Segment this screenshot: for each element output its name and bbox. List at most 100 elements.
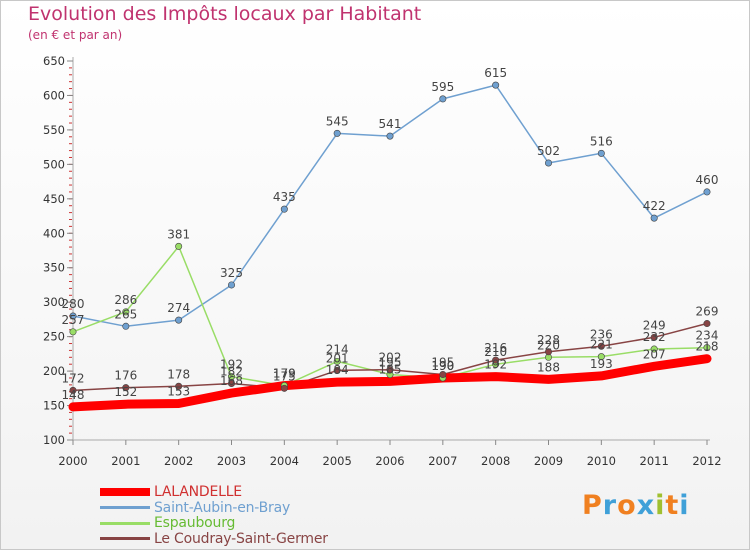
- data-label: 286: [114, 293, 137, 307]
- data-point: [175, 316, 183, 324]
- y-tick-label: 650: [43, 54, 65, 68]
- data-label: 179: [273, 367, 296, 381]
- data-label: 220: [537, 338, 560, 352]
- x-tick-label: 2007: [428, 454, 457, 468]
- legend-label: LALANDELLE: [154, 484, 242, 500]
- x-tick-label: 2003: [217, 454, 246, 468]
- legend-label: Espaubourg: [154, 515, 236, 531]
- y-tick-label: 450: [43, 192, 65, 206]
- data-label: 325: [220, 266, 243, 280]
- y-tick-label: 200: [43, 364, 65, 378]
- data-point: [703, 188, 711, 196]
- x-tick-label: 2000: [58, 454, 87, 468]
- data-label: 216: [484, 341, 507, 355]
- data-label: 234: [696, 329, 719, 343]
- data-point: [386, 366, 394, 374]
- data-point: [69, 386, 77, 394]
- data-label: 148: [62, 388, 85, 402]
- series-points: [69, 81, 711, 394]
- data-label: 168: [220, 374, 243, 388]
- data-point: [280, 205, 288, 213]
- data-label: 218: [696, 340, 719, 354]
- data-point: [544, 159, 552, 167]
- data-label: 175: [273, 369, 296, 383]
- data-label: 269: [696, 305, 719, 319]
- data-label: 221: [590, 338, 613, 352]
- y-tick-label: 100: [43, 433, 65, 447]
- logo-letter: t: [665, 490, 680, 521]
- data-point: [439, 371, 447, 379]
- data-point: [703, 344, 711, 352]
- axes: 100 150 200 250 300 350 400 450 500 550 600 650 2000…: [43, 54, 722, 468]
- data-labels: 280 265 274 325 435 545 541 595 615 502 516 422 460 2…: [62, 66, 719, 402]
- data-label: 210: [484, 345, 507, 359]
- legend-label: Le Coudray-Saint-Germer: [154, 530, 328, 547]
- legend-swatch: [100, 488, 150, 496]
- data-label: 257: [62, 313, 85, 327]
- data-label: 381: [167, 227, 190, 241]
- x-tick-label: 2009: [534, 454, 563, 468]
- y-tick-label: 400: [43, 226, 65, 240]
- legend-item: Le Coudray-Saint-Germer: [100, 531, 328, 547]
- data-point: [597, 342, 605, 350]
- data-label: 615: [484, 66, 507, 80]
- data-label: 265: [114, 307, 137, 321]
- data-label: 516: [590, 134, 613, 148]
- data-label: 172: [62, 371, 85, 385]
- x-tick-label: 2006: [375, 454, 404, 468]
- data-label: 545: [326, 114, 349, 128]
- data-label: 214: [326, 342, 349, 356]
- data-point: [122, 384, 130, 392]
- chart-title: Evolution des Impôts locaux par Habitant: [28, 3, 422, 25]
- data-point: [280, 384, 288, 392]
- x-tick-label: 2012: [692, 454, 721, 468]
- data-label: 236: [590, 327, 613, 341]
- y-tick-label: 600: [43, 88, 65, 102]
- data-point: [333, 357, 341, 365]
- data-label: 595: [431, 80, 454, 94]
- data-label: 422: [643, 199, 666, 213]
- data-label: 192: [484, 358, 507, 372]
- data-label: 176: [114, 369, 137, 383]
- x-tick-label: 2008: [481, 454, 510, 468]
- data-point: [650, 214, 658, 222]
- data-label: 182: [220, 364, 243, 378]
- data-label: 435: [273, 190, 296, 204]
- data-point: [175, 242, 183, 250]
- data-point: [386, 132, 394, 140]
- data-label: 188: [537, 360, 560, 374]
- proxiti-logo: Proxiti: [582, 490, 690, 521]
- legend-swatch: [100, 537, 150, 540]
- data-point: [597, 149, 605, 157]
- series-line-0: [68, 354, 712, 412]
- data-point: [122, 322, 130, 330]
- y-tick-label: 350: [43, 261, 65, 275]
- data-label: 178: [167, 367, 190, 381]
- data-label: 207: [643, 347, 666, 361]
- data-point: [69, 312, 77, 320]
- y-tick-label: 300: [43, 295, 65, 309]
- y-tick-label: 150: [43, 399, 65, 413]
- data-label: 274: [167, 301, 190, 315]
- logo-letter: i: [679, 490, 690, 521]
- data-label: 184: [326, 363, 349, 377]
- data-point: [228, 281, 236, 289]
- x-tick-label: 2011: [640, 454, 669, 468]
- data-label: 195: [379, 356, 402, 370]
- data-point: [650, 345, 658, 353]
- logo-letter: x: [636, 490, 656, 521]
- x-tick-label: 2010: [587, 454, 616, 468]
- legend-swatch: [100, 506, 150, 509]
- x-tick-label: 2001: [111, 454, 140, 468]
- logo-letter: i: [655, 490, 666, 521]
- logo-letter: P: [582, 490, 603, 521]
- y-tick-label: 550: [43, 123, 65, 137]
- chart-subtitle: (en € et par an): [28, 28, 123, 42]
- data-label: 202: [379, 351, 402, 365]
- data-label: 228: [537, 333, 560, 347]
- data-label: 152: [114, 385, 137, 399]
- data-label: 232: [643, 330, 666, 344]
- x-tick-label: 2004: [270, 454, 299, 468]
